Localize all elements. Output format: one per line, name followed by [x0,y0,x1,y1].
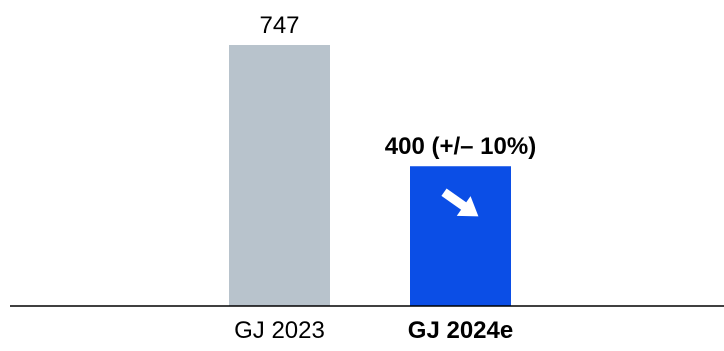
data-label: 747 [259,12,299,39]
data-label: 400 (+/– 10%) [385,133,536,160]
bar-gj-2023 [229,45,330,306]
category-label: GJ 2023 [234,317,325,344]
category-label: GJ 2024e [408,317,513,344]
arrow-down-right-icon [441,188,479,217]
bar-gj-2024e [410,166,511,306]
